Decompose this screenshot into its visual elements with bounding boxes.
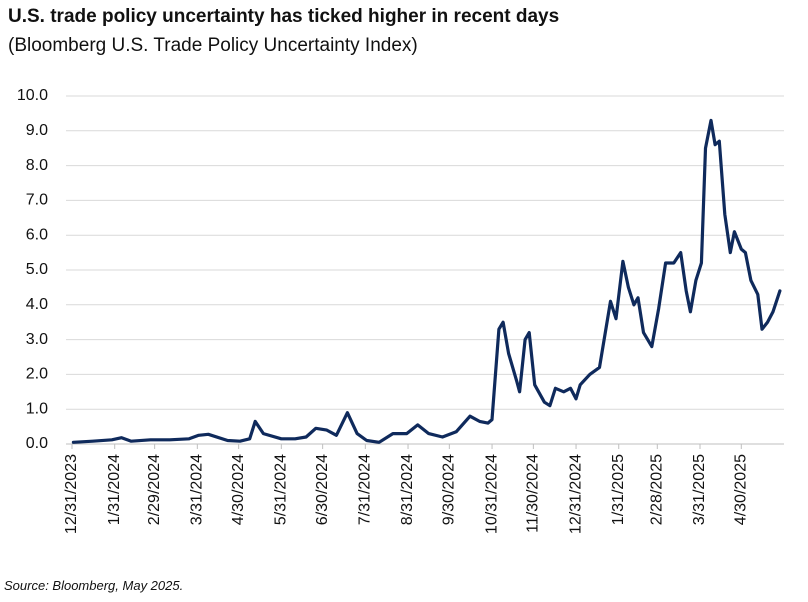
chart-title: U.S. trade policy uncertainty has ticked…: [8, 6, 559, 27]
source-note: Source: Bloomberg, May 2025.: [4, 578, 183, 593]
chart-subtitle: (Bloomberg U.S. Trade Policy Uncertainty…: [8, 35, 418, 56]
x-tick-label: 11/30/2024: [525, 454, 542, 533]
y-tick-label: 3.0: [26, 331, 48, 348]
x-tick-label: 12/31/2023: [63, 454, 80, 534]
y-tick-label: 2.0: [26, 366, 48, 383]
y-tick-label: 5.0: [26, 261, 48, 278]
y-tick-label: 8.0: [26, 157, 48, 174]
y-tick-label: 6.0: [26, 226, 48, 243]
x-tick-label: 3/31/2024: [189, 454, 206, 525]
x-tick-label: 5/31/2024: [273, 454, 290, 525]
data-line: [71, 118, 782, 444]
y-tick-label: 1.0: [26, 400, 48, 417]
x-tick-label: 1/31/2024: [106, 454, 123, 525]
x-tick-label: 8/31/2024: [399, 454, 416, 525]
y-tick-label: 0.0: [26, 435, 48, 452]
x-tick-label: 1/31/2025: [610, 454, 627, 525]
x-tick-label: 2/29/2024: [146, 454, 163, 525]
y-tick-label: 9.0: [26, 122, 48, 139]
x-tick-label: 3/31/2025: [691, 454, 708, 525]
x-tick-label: 12/31/2024: [567, 454, 584, 534]
y-tick-label: 10.0: [17, 87, 48, 104]
x-tick-label: 2/28/2025: [649, 454, 666, 525]
x-tick-label: 10/31/2024: [483, 454, 500, 534]
y-tick-label: 7.0: [26, 192, 48, 209]
x-tick-label: 9/30/2024: [441, 454, 458, 525]
x-tick-label: 4/30/2025: [733, 454, 750, 525]
x-tick-label: 4/30/2024: [230, 454, 247, 525]
y-tick-label: 4.0: [26, 296, 48, 313]
x-tick-label: 7/31/2024: [357, 454, 374, 525]
x-tick-label: 6/30/2024: [314, 454, 331, 525]
